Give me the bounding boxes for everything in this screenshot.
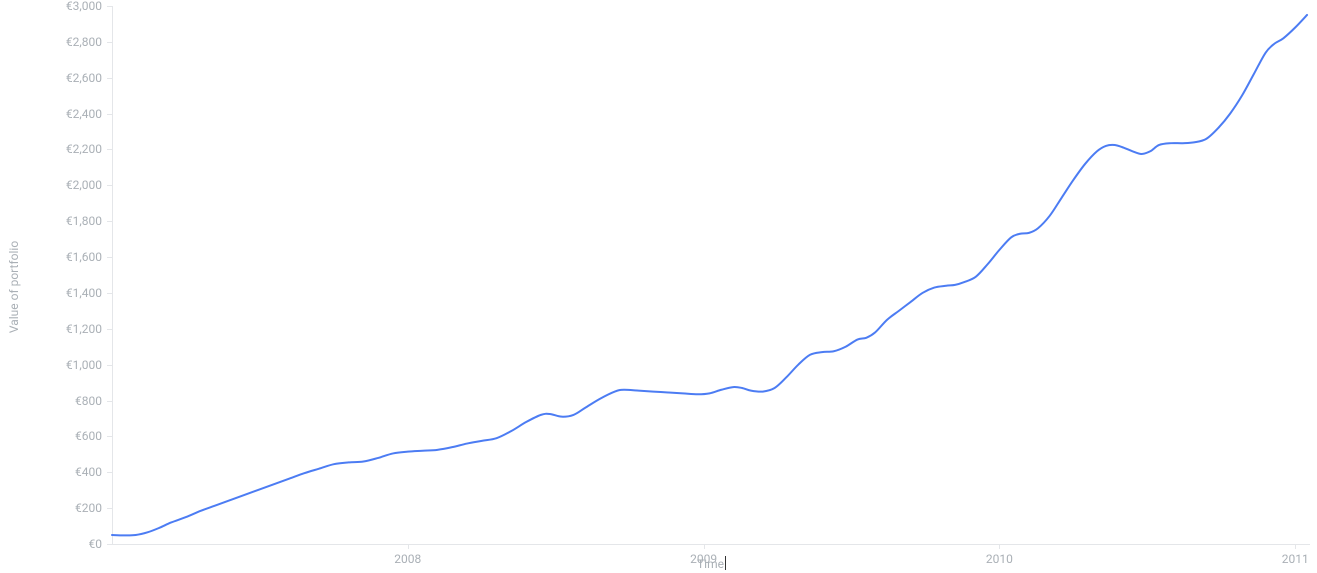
portfolio-line-chart: Value of portfolio €0€200€400€600€800€1,… bbox=[0, 0, 1317, 573]
plot-area bbox=[0, 0, 1317, 573]
series-line-portfolio-value bbox=[112, 15, 1307, 535]
x-axis-title: Time bbox=[697, 557, 724, 571]
text-cursor-caret bbox=[725, 556, 726, 570]
